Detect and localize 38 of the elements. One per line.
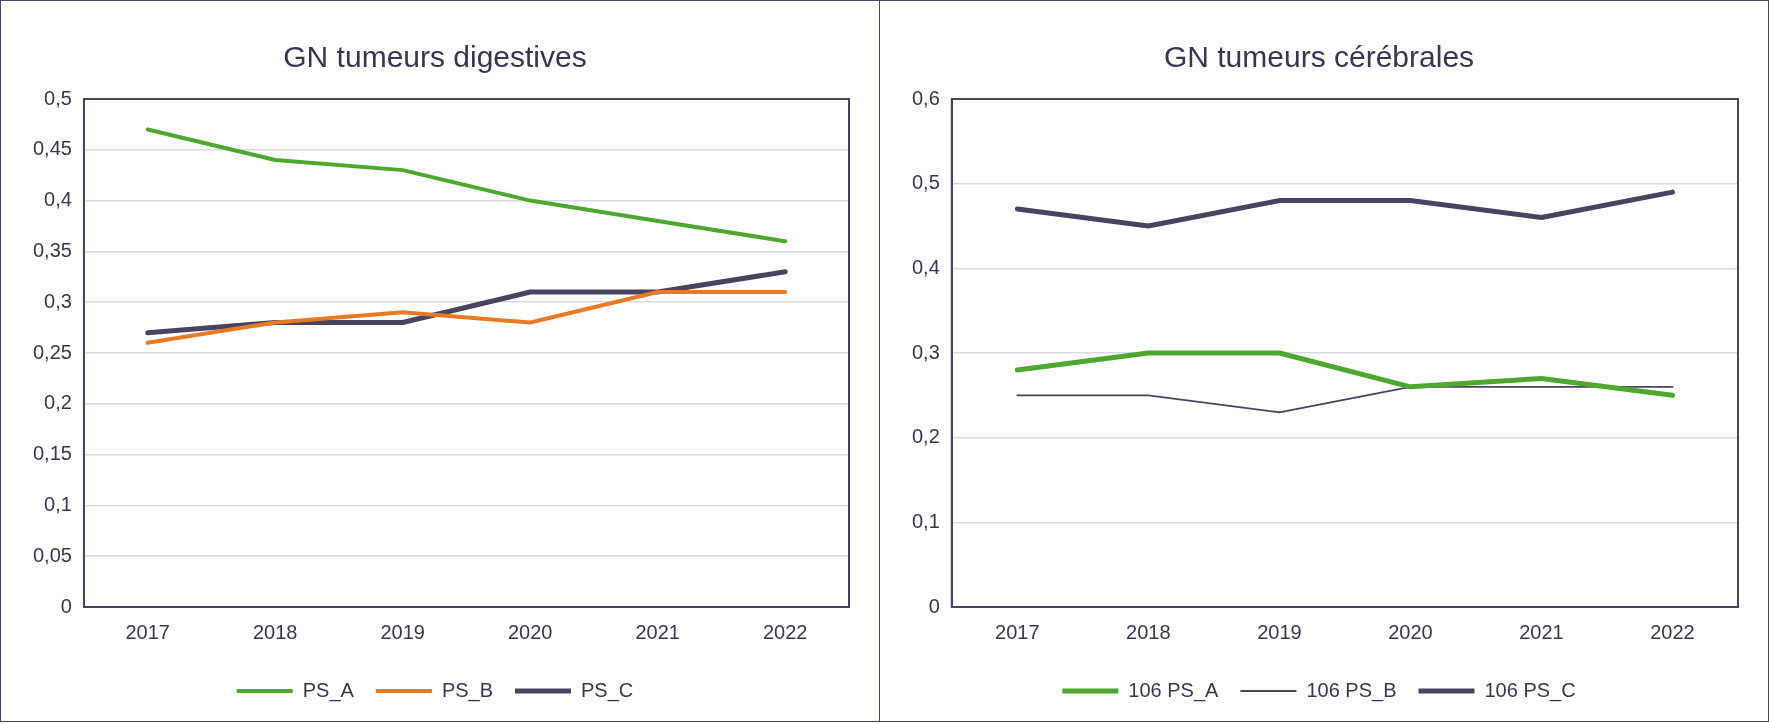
y-tick-label: 0 [60,594,72,617]
x-tick-label: 2020 [507,620,553,643]
y-tick-label: 0,2 [911,425,940,448]
y-tick-label: 0,1 [44,492,72,515]
x-tick-label: 2017 [125,620,170,643]
y-tick-label: 0,35 [32,238,72,261]
y-tick-label: 0 [928,594,940,617]
legend-label: PS_B [441,678,494,702]
y-tick-label: 0,15 [32,442,72,465]
chart-title: GN tumeurs digestives [283,40,587,74]
y-tick-label: 0,4 [911,255,940,278]
x-tick-label: 2018 [252,620,298,643]
y-tick-label: 0,6 [911,86,940,109]
legend-label: PS_A [302,678,355,702]
x-tick-label: 2017 [995,620,1040,643]
legend-label: 106 PS_C [1484,678,1576,702]
chart-title: GN tumeurs cérébrales [1163,40,1475,74]
legend-label: 106 PS_A [1128,678,1220,702]
x-tick-label: 2022 [1650,620,1695,643]
y-tick-label: 0,1 [911,509,940,532]
x-tick-label: 2020 [1388,620,1433,643]
x-tick-label: 2021 [1519,620,1564,643]
y-tick-label: 0,3 [44,289,72,312]
y-tick-label: 0,4 [44,188,72,211]
y-tick-label: 0,5 [911,171,940,194]
y-tick-label: 0,25 [32,340,72,363]
y-tick-label: 0,3 [911,340,940,363]
legend-label: 106 PS_B [1306,678,1397,702]
x-tick-label: 2021 [635,620,680,643]
y-tick-label: 0,05 [32,543,72,566]
x-tick-label: 2019 [380,620,425,643]
y-tick-label: 0,45 [32,137,72,160]
x-tick-label: 2019 [1257,620,1302,643]
x-tick-label: 2022 [762,620,808,643]
legend-label: PS_C [581,678,634,702]
y-tick-label: 0,5 [44,86,72,109]
y-tick-label: 0,2 [44,391,72,414]
x-tick-label: 2018 [1126,620,1171,643]
